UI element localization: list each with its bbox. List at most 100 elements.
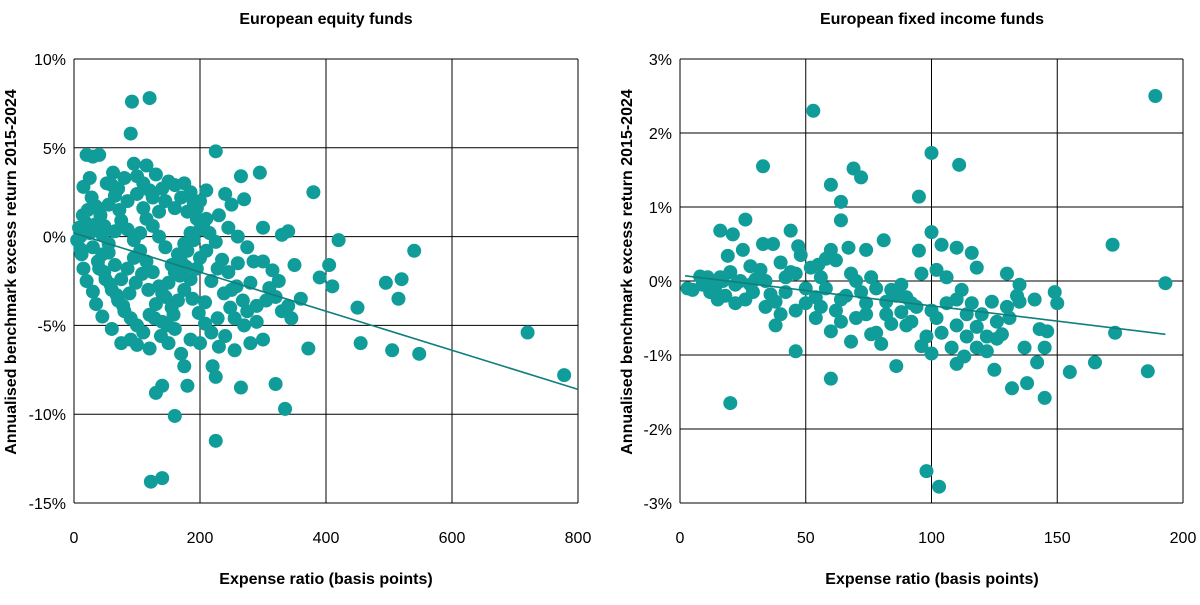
- fixed-income-y-tick-label: -2%: [644, 422, 672, 439]
- equity-data-point: [322, 258, 337, 273]
- equity-data-point: [174, 346, 189, 361]
- fixed-income-x-tick-label: 150: [1044, 530, 1071, 547]
- fixed-income-data-point: [964, 245, 979, 260]
- fixed-income-data-point: [828, 303, 843, 318]
- fixed-income-data-point: [874, 336, 889, 351]
- fixed-income-data-point: [964, 296, 979, 311]
- equity-data-point: [199, 183, 214, 198]
- equity-data-point: [233, 380, 248, 395]
- equity-x-tick-label: 800: [565, 530, 592, 547]
- equity-data-point: [155, 471, 170, 486]
- equity-data-point: [148, 385, 163, 400]
- fixed-income-data-point: [899, 290, 914, 305]
- fixed-income-data-point: [974, 307, 989, 322]
- equity-x-tick-label: 200: [187, 530, 214, 547]
- equity-data-point: [97, 265, 112, 280]
- equity-y-tick-label: -10%: [29, 407, 66, 424]
- fixed-income-data-point: [1020, 376, 1035, 391]
- fixed-income-y-tick-label: -1%: [644, 348, 672, 365]
- fixed-income-data-point: [833, 314, 848, 329]
- fixed-income-data-point: [884, 316, 899, 331]
- equity-data-point: [198, 295, 213, 310]
- fixed-income-data-point: [1158, 276, 1173, 291]
- fixed-income-data-point: [864, 327, 879, 342]
- fixed-income-x-tick-label: 0: [676, 530, 685, 547]
- equity-data-point: [218, 186, 233, 201]
- fixed-income-data-point: [798, 281, 813, 296]
- fixed-income-data-point: [924, 346, 939, 361]
- equity-data-point: [557, 368, 572, 383]
- fixed-income-data-point: [1047, 285, 1062, 300]
- equity-x-tick-label: 0: [70, 530, 79, 547]
- fixed-income-data-point: [1012, 294, 1027, 309]
- equity-data-point: [177, 359, 192, 374]
- fixed-income-data-point: [919, 464, 934, 479]
- equity-data-point: [142, 183, 157, 198]
- equity-data-point: [221, 220, 236, 235]
- fixed-income-data-point: [859, 307, 874, 322]
- equity-data-point: [412, 346, 427, 361]
- equity-data-point: [161, 275, 176, 290]
- equity-data-point: [136, 325, 151, 340]
- equity-data-point: [227, 343, 242, 358]
- equity-data-point: [89, 297, 104, 312]
- equity-data-point: [281, 298, 296, 313]
- fixed-income-y-tick-label: -3%: [644, 496, 672, 513]
- fixed-income-data-point: [808, 290, 823, 305]
- equity-data-point: [218, 329, 233, 344]
- equity-data-point: [95, 309, 110, 324]
- fixed-income-data-point: [735, 242, 750, 257]
- fixed-income-data-point: [773, 307, 788, 322]
- equity-data-point: [271, 274, 286, 288]
- equity-data-point: [216, 286, 231, 301]
- equity-data-point: [107, 258, 122, 273]
- equity-data-point: [135, 266, 150, 281]
- equity-data-point: [117, 170, 132, 185]
- equity-x-axis-label: Expense ratio (basis points): [219, 571, 432, 588]
- fixed-income-data-point: [768, 294, 783, 309]
- equity-data-point: [210, 311, 225, 326]
- equity-data-point: [90, 254, 105, 269]
- equity-data-point: [126, 250, 141, 265]
- equity-data-point: [378, 275, 393, 290]
- fixed-income-data-point: [1148, 89, 1163, 103]
- fixed-income-data-point: [939, 270, 954, 285]
- equity-data-point: [237, 192, 252, 207]
- equity-y-tick-label: 0%: [43, 230, 66, 247]
- equity-data-point: [147, 311, 162, 326]
- equity-data-point: [183, 226, 198, 241]
- equity-data-point: [167, 178, 182, 193]
- fixed-income-data-point: [949, 240, 964, 255]
- fixed-income-data-point: [813, 270, 828, 285]
- equity-data-point: [152, 229, 167, 244]
- fixed-income-data-point: [914, 339, 929, 354]
- equity-data-point: [82, 170, 97, 185]
- fixed-income-data-point: [755, 159, 770, 174]
- fixed-income-data-point: [924, 303, 939, 318]
- fixed-income-data-point: [934, 325, 949, 340]
- equity-y-tick-label: -5%: [38, 318, 66, 335]
- fixed-income-data-point: [911, 189, 926, 204]
- equity-trendline-group: [73, 232, 579, 391]
- fixed-income-data-point: [680, 281, 695, 296]
- equity-data-point: [281, 224, 296, 239]
- fixed-income-data-point: [1140, 364, 1155, 379]
- equity-data-point: [180, 378, 195, 393]
- equity-data-point: [208, 144, 223, 159]
- equity-data-point: [145, 265, 160, 280]
- equity-data-point: [133, 226, 148, 241]
- fixed-income-data-point: [957, 349, 972, 364]
- equity-data-point: [130, 186, 144, 201]
- fixed-income-data-point: [959, 329, 974, 344]
- fixed-income-data-point: [793, 248, 808, 263]
- equity-y-tick-label: -15%: [29, 496, 66, 513]
- fixed-income-data-point: [934, 237, 949, 252]
- fixed-income-y-ticks: 3% 2% 1% 0% -1% -2% -3%: [644, 52, 672, 513]
- equity-data-point: [155, 286, 170, 301]
- fixed-income-data-point: [808, 311, 823, 325]
- fixed-income-panel: European fixed income funds 3% 2% 1% 0% -1% -…: [619, 11, 1196, 588]
- equity-data-point: [193, 194, 207, 209]
- fixed-income-y-tick-label: 0%: [649, 274, 672, 291]
- fixed-income-data-point: [713, 223, 728, 238]
- equity-data-point: [227, 311, 242, 326]
